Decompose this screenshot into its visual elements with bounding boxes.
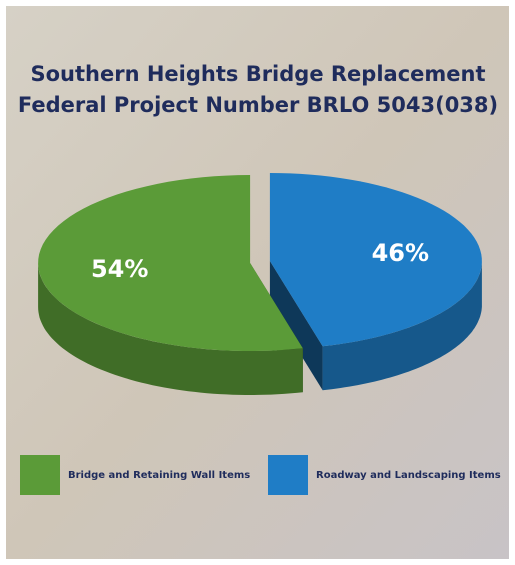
chart-subtitle: Federal Project Number BRLO 5043(038) xyxy=(18,93,498,117)
value-label: 54% xyxy=(91,255,148,283)
value-label: 46% xyxy=(372,239,429,267)
chart-title: Southern Heights Bridge Replacement xyxy=(31,62,486,86)
legend-swatch xyxy=(20,455,60,495)
legend-label: Roadway and Landscaping Items xyxy=(316,470,501,481)
legend-swatch xyxy=(268,455,308,495)
chart: Southern Heights Bridge Replacement Fede… xyxy=(0,0,515,565)
legend-label: Bridge and Retaining Wall Items xyxy=(68,470,250,481)
